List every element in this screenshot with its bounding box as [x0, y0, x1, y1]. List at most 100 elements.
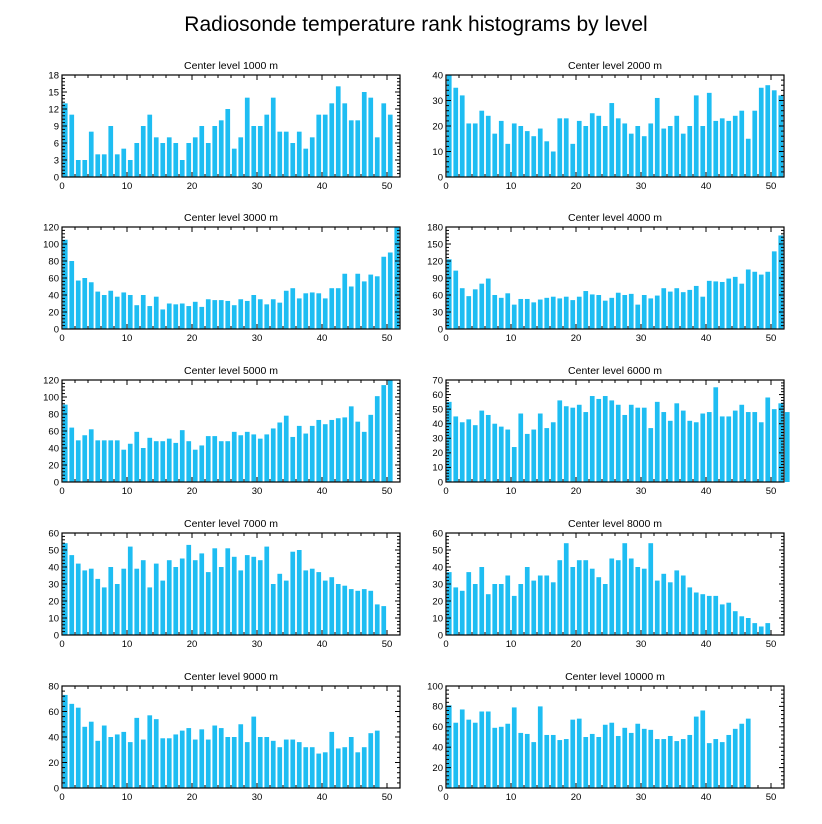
bar [719, 281, 725, 329]
x-tick-label: 0 [443, 486, 448, 497]
bar [570, 719, 576, 788]
bar [648, 729, 654, 788]
bar [492, 727, 498, 788]
bar [615, 735, 621, 788]
bar [739, 723, 745, 788]
bar [322, 752, 328, 788]
bar [186, 306, 192, 329]
y-tick-label: 60 [48, 707, 59, 718]
bar [277, 573, 283, 635]
bar [381, 606, 387, 635]
bar [134, 568, 140, 635]
bar [550, 582, 556, 635]
bar [225, 737, 231, 788]
bar [661, 573, 667, 635]
bar [199, 553, 205, 635]
bar [316, 293, 322, 329]
bar [342, 585, 348, 635]
bar [75, 440, 81, 482]
bar [778, 95, 784, 177]
bar [635, 126, 641, 177]
bar [739, 616, 745, 635]
bar [140, 448, 146, 482]
bar [550, 151, 556, 177]
bar [62, 103, 68, 177]
bar [693, 716, 699, 788]
x-tick-label: 20 [187, 639, 198, 650]
x-tick-label: 0 [59, 333, 64, 344]
bar [69, 427, 75, 482]
bar [238, 299, 244, 329]
x-tick-label: 30 [252, 333, 263, 344]
bar [602, 724, 608, 788]
bar [244, 431, 250, 482]
bar [173, 442, 179, 482]
bar [303, 293, 309, 329]
y-tick-label: 20 [432, 763, 443, 774]
bar [453, 722, 459, 788]
bar [524, 733, 530, 788]
bar [752, 412, 758, 482]
bar [88, 429, 94, 482]
bar [264, 304, 270, 329]
panel-title: Center level 3000 m [184, 212, 278, 224]
bar [654, 580, 660, 635]
y-tick-label: 40 [48, 290, 59, 301]
bar [726, 278, 732, 329]
x-tick-label: 10 [122, 639, 133, 650]
bar [374, 276, 380, 329]
bar [361, 431, 367, 482]
y-tick-label: 40 [432, 562, 443, 573]
bar [166, 137, 172, 177]
bar [479, 567, 485, 635]
bar [127, 742, 133, 788]
bar [225, 109, 231, 177]
bar [550, 734, 556, 788]
y-tick-label: 60 [432, 390, 443, 401]
bar [381, 103, 387, 177]
y-tick-label: 80 [48, 681, 59, 692]
bar [121, 731, 127, 788]
bar [459, 288, 465, 329]
bar [752, 110, 758, 177]
bar [316, 419, 322, 482]
panel-title: Center level 2000 m [568, 60, 662, 72]
bar [335, 418, 341, 482]
x-tick-label: 30 [252, 639, 263, 650]
bar [641, 136, 647, 177]
bar [661, 412, 667, 482]
bar [472, 722, 478, 788]
bar [270, 584, 276, 635]
bar [342, 103, 348, 177]
bar [205, 143, 211, 177]
bar [335, 748, 341, 788]
bar [680, 739, 686, 788]
panel-title: Center level 5000 m [184, 365, 278, 377]
bar [147, 715, 153, 788]
bar [628, 558, 634, 635]
bar [511, 304, 517, 329]
bar [62, 543, 68, 635]
bar [661, 288, 667, 329]
bar [576, 404, 582, 482]
bar [82, 726, 88, 788]
bar [62, 239, 68, 329]
panel-0: Center level 1000 m 0 10 20 30 40 50 0 3 6 9 12 15 18 [48, 60, 401, 192]
x-tick-label: 50 [766, 333, 777, 344]
y-tick-label: 60 [432, 290, 443, 301]
bar [719, 118, 725, 177]
y-tick-label: 60 [432, 722, 443, 733]
bar [622, 543, 628, 635]
bar [557, 400, 563, 482]
bar [192, 739, 198, 788]
bar [576, 296, 582, 329]
y-tick-label: 90 [432, 273, 443, 284]
bar [283, 290, 289, 329]
bar [303, 747, 309, 788]
bar [212, 548, 218, 635]
bar [641, 728, 647, 788]
bar [700, 126, 706, 177]
bar [192, 560, 198, 635]
y-tick-label: 50 [432, 404, 443, 415]
bar [485, 594, 491, 635]
